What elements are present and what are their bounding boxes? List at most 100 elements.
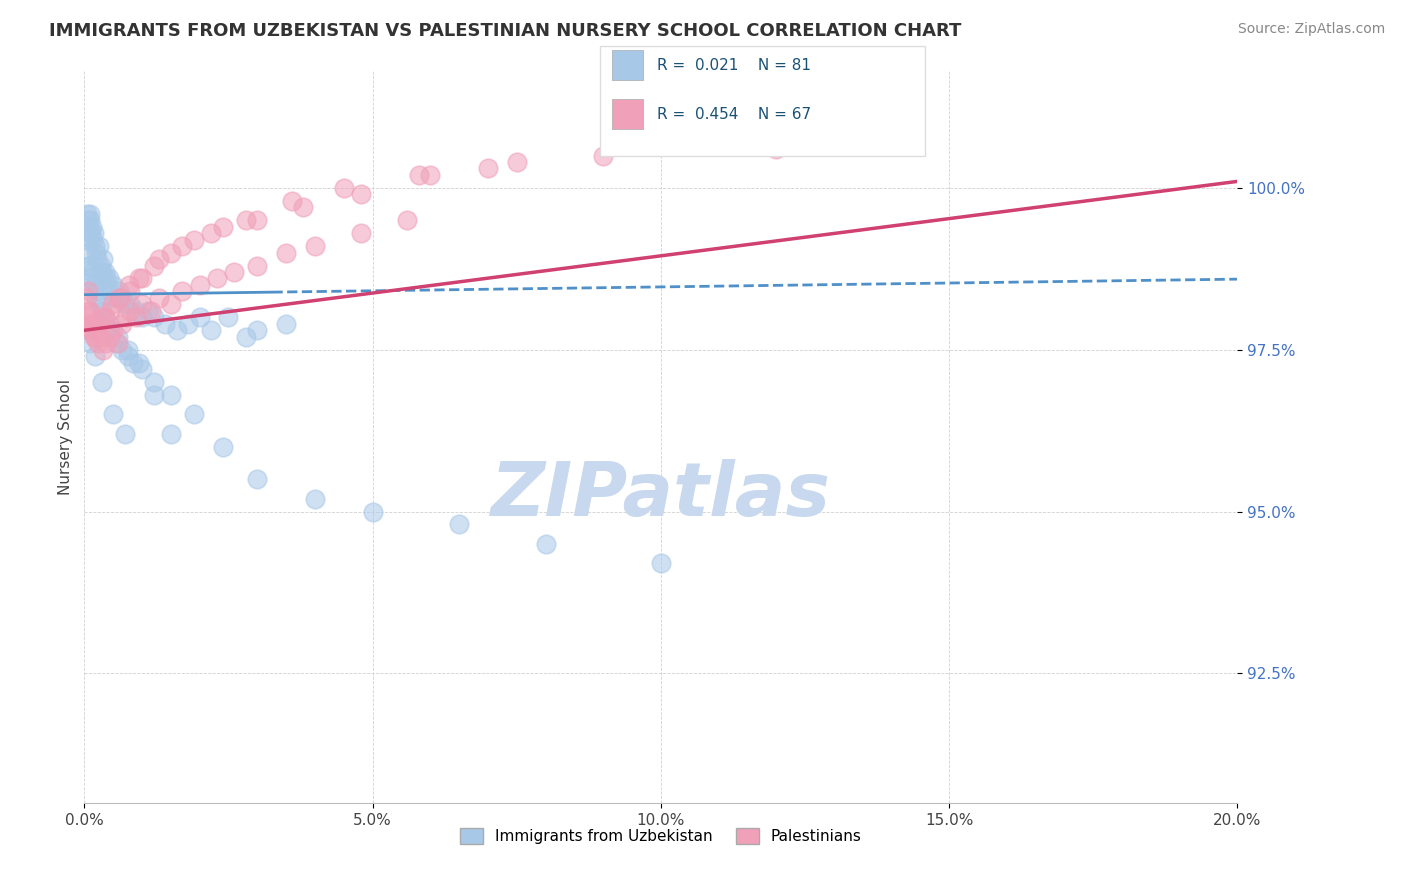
Point xyxy=(108,291,131,305)
Point xyxy=(83,349,105,363)
Point xyxy=(276,245,298,260)
Point xyxy=(87,336,110,351)
Point xyxy=(361,504,384,518)
Point xyxy=(534,537,557,551)
Point xyxy=(211,219,233,234)
Point xyxy=(148,291,170,305)
Point xyxy=(408,168,430,182)
Point xyxy=(80,219,103,234)
Point xyxy=(117,343,139,357)
Point xyxy=(188,277,211,292)
Point xyxy=(205,271,228,285)
Point xyxy=(148,252,170,266)
Point xyxy=(172,239,194,253)
Point xyxy=(142,310,165,325)
Point xyxy=(128,356,150,370)
Point xyxy=(89,259,111,273)
Point xyxy=(80,323,103,337)
Point xyxy=(172,285,194,299)
Point xyxy=(183,233,205,247)
Point xyxy=(87,317,110,331)
Point xyxy=(98,285,121,299)
Point xyxy=(76,323,98,337)
Point xyxy=(83,239,105,253)
Point xyxy=(111,291,134,305)
Point xyxy=(350,226,373,240)
Point xyxy=(80,226,103,240)
Point xyxy=(90,303,112,318)
Point xyxy=(396,213,419,227)
Point xyxy=(97,317,120,331)
Point xyxy=(77,271,100,285)
Legend: Immigrants from Uzbekistan, Palestinians: Immigrants from Uzbekistan, Palestinians xyxy=(454,822,868,850)
Point xyxy=(419,168,441,182)
Point xyxy=(246,259,269,273)
Point xyxy=(246,213,269,227)
Point xyxy=(177,317,200,331)
Point xyxy=(96,277,118,292)
Point xyxy=(125,303,148,318)
Point xyxy=(83,330,105,344)
Point xyxy=(79,303,101,318)
Point xyxy=(89,297,111,311)
Point xyxy=(160,388,183,402)
Text: Source: ZipAtlas.com: Source: ZipAtlas.com xyxy=(1237,22,1385,37)
Point xyxy=(125,310,148,325)
Point xyxy=(246,472,269,486)
Point xyxy=(246,323,269,337)
Point xyxy=(90,375,112,389)
Point xyxy=(79,317,101,331)
Y-axis label: Nursery School: Nursery School xyxy=(58,379,73,495)
Point xyxy=(122,356,145,370)
Point xyxy=(115,310,138,325)
Point xyxy=(183,408,205,422)
Point xyxy=(105,291,128,305)
Point xyxy=(83,330,105,344)
Point xyxy=(105,336,128,351)
Point xyxy=(765,142,787,156)
Point xyxy=(84,291,107,305)
Point xyxy=(118,277,141,292)
Point xyxy=(276,317,298,331)
Point xyxy=(350,187,373,202)
Point xyxy=(477,161,499,176)
Point xyxy=(131,297,153,311)
Point xyxy=(83,277,105,292)
Point xyxy=(93,265,115,279)
Point xyxy=(86,285,108,299)
Point xyxy=(292,200,315,214)
Point xyxy=(333,181,356,195)
Point xyxy=(103,408,124,422)
Point xyxy=(117,349,139,363)
Point xyxy=(76,259,98,273)
Point xyxy=(108,291,131,305)
Point xyxy=(506,155,529,169)
Point xyxy=(107,330,129,344)
Point xyxy=(80,323,103,337)
Point xyxy=(76,285,98,299)
Point xyxy=(166,323,188,337)
Point xyxy=(142,259,165,273)
Point xyxy=(200,323,222,337)
Point xyxy=(136,303,159,318)
Point xyxy=(235,213,257,227)
Point xyxy=(131,362,153,376)
Point xyxy=(107,336,129,351)
Point xyxy=(79,259,101,273)
Point xyxy=(87,239,110,253)
Point xyxy=(449,517,471,532)
Point xyxy=(101,297,124,311)
Point xyxy=(131,271,153,285)
Point xyxy=(84,323,107,337)
Point xyxy=(114,297,136,311)
Point xyxy=(108,285,131,299)
Point xyxy=(153,317,176,331)
Point xyxy=(76,207,98,221)
Point xyxy=(83,226,105,240)
Point xyxy=(131,310,153,325)
Point xyxy=(160,426,183,441)
Point xyxy=(93,343,115,357)
Point xyxy=(76,213,98,227)
Point xyxy=(218,310,240,325)
Point xyxy=(93,310,115,325)
